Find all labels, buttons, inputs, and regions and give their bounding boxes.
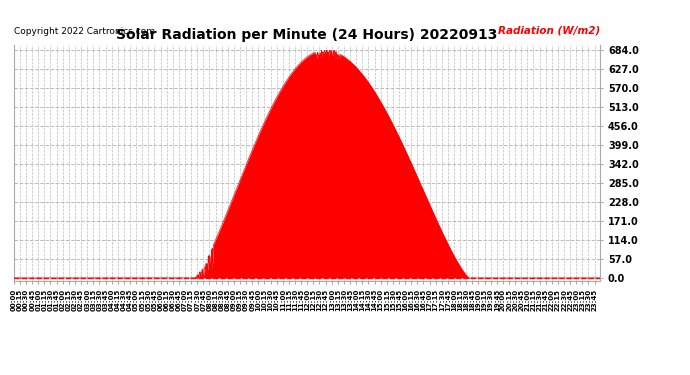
Text: Copyright 2022 Cartronics.com: Copyright 2022 Cartronics.com — [14, 27, 155, 36]
Text: Radiation (W/m2): Radiation (W/m2) — [498, 26, 600, 36]
Title: Solar Radiation per Minute (24 Hours) 20220913: Solar Radiation per Minute (24 Hours) 20… — [117, 28, 497, 42]
